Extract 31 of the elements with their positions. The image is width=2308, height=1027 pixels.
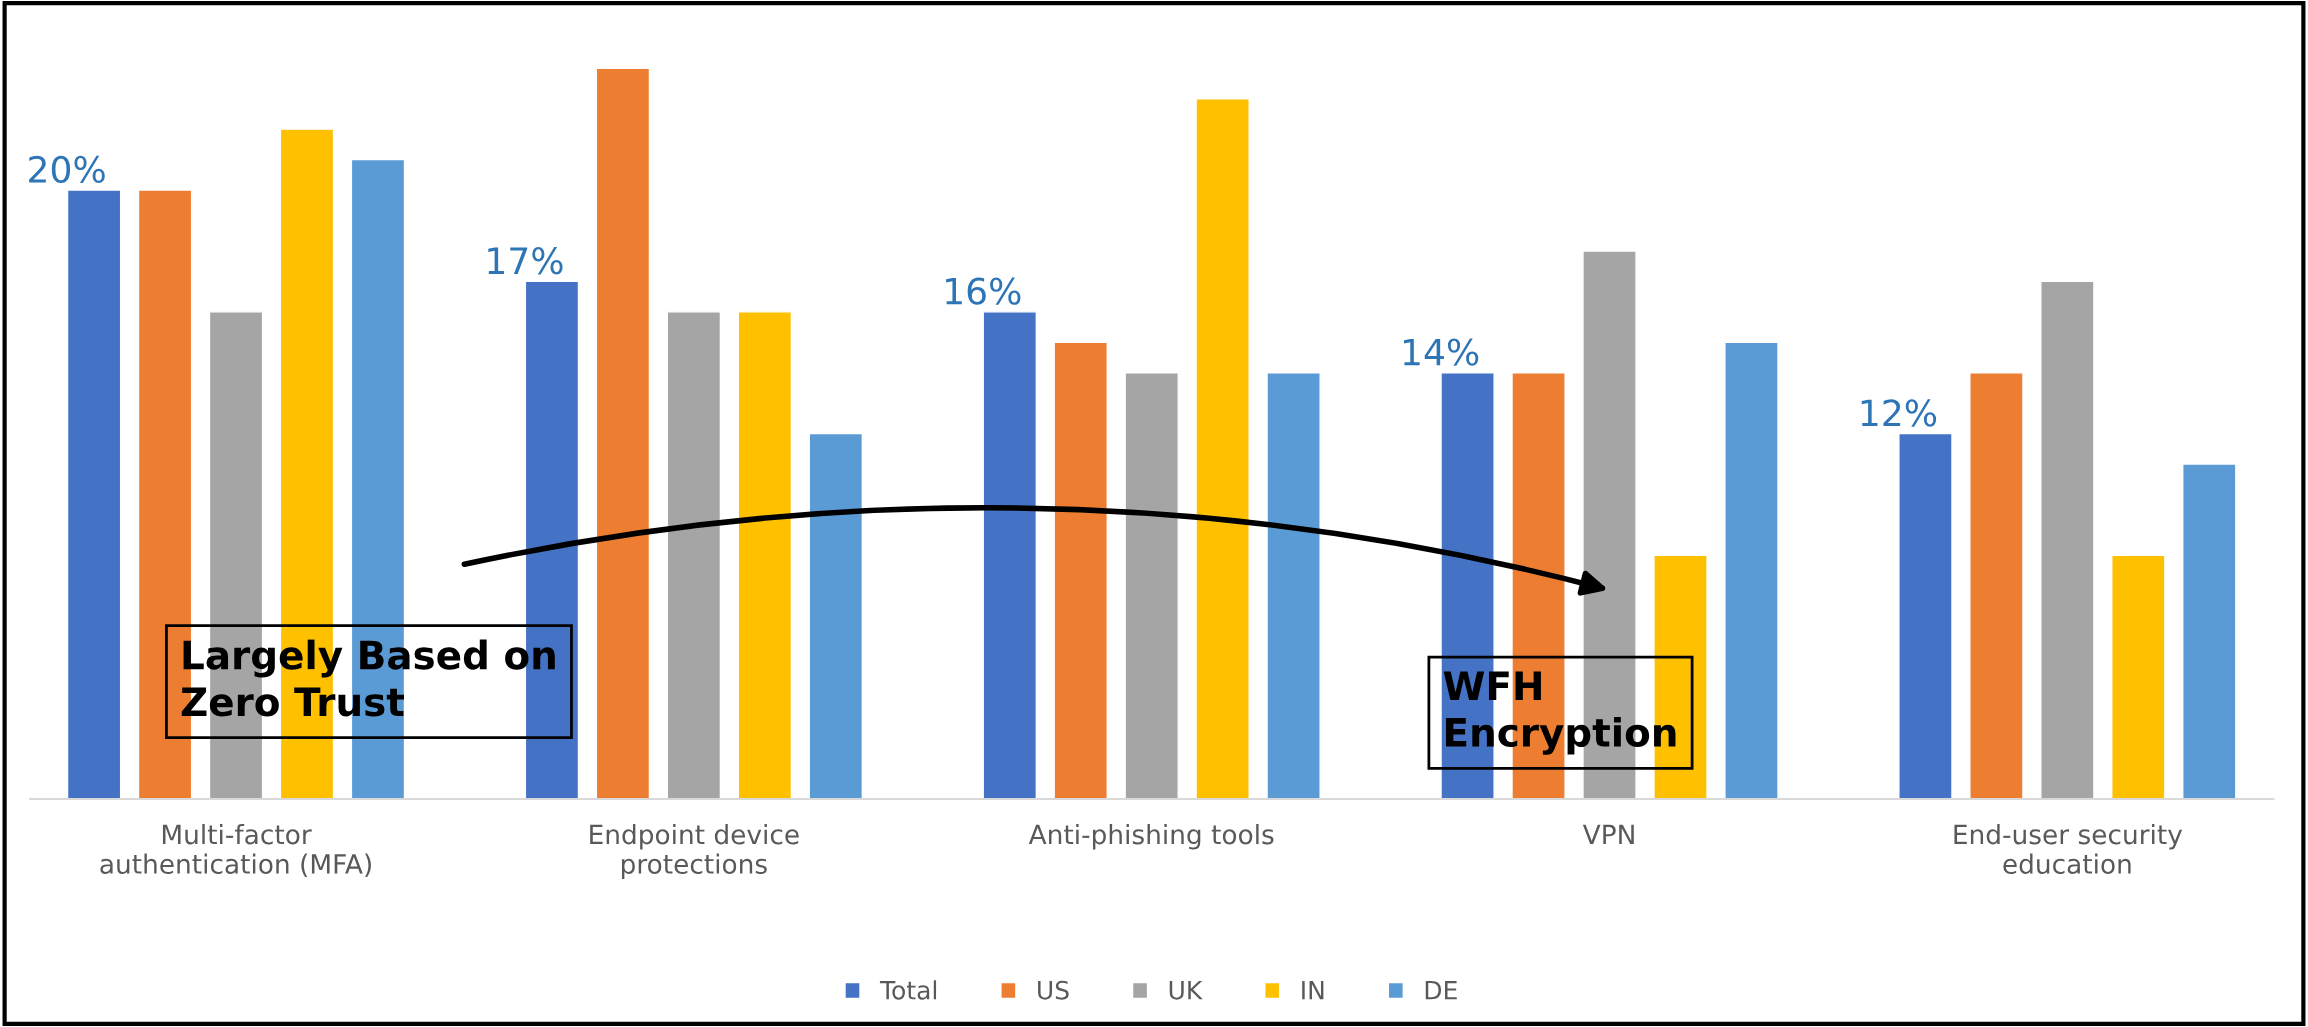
bar [808, 432, 864, 800]
x-tick-label: Multi-factor authentication (MFA) [100, 824, 371, 878]
legend-label: IN [1302, 981, 1324, 1000]
bar [982, 311, 1038, 800]
bar [1053, 341, 1108, 800]
bar [1195, 98, 1250, 800]
legend-label: UK [1169, 981, 1203, 1000]
x-tick-label: Anti-phishing tools [1028, 824, 1274, 850]
x-tick-label: Endpoint device protections [590, 824, 799, 880]
data-label: 12% [1861, 399, 1937, 427]
bar [1724, 341, 1779, 800]
x-tick-label: VPN [1582, 824, 1634, 845]
legend-label: US [1038, 980, 1069, 1000]
bar [2040, 280, 2095, 800]
bar [66, 189, 122, 800]
bar [737, 311, 793, 800]
bar [1266, 372, 1321, 800]
data-label: 17% [488, 247, 563, 275]
bar [1898, 432, 1953, 800]
legend-label: DE [1425, 981, 1457, 1000]
legend-label: Total [879, 980, 937, 1000]
x-tick-label: End-user security education [1954, 824, 2183, 874]
data-label: 14% [1403, 338, 1479, 366]
bar [666, 311, 722, 800]
bar [1969, 372, 2024, 800]
bar [2111, 554, 2166, 800]
bar [2182, 463, 2237, 800]
bar [1124, 372, 1179, 800]
data-label: 20% [29, 155, 105, 184]
bar [595, 67, 651, 800]
data-label: 16% [946, 277, 1021, 305]
